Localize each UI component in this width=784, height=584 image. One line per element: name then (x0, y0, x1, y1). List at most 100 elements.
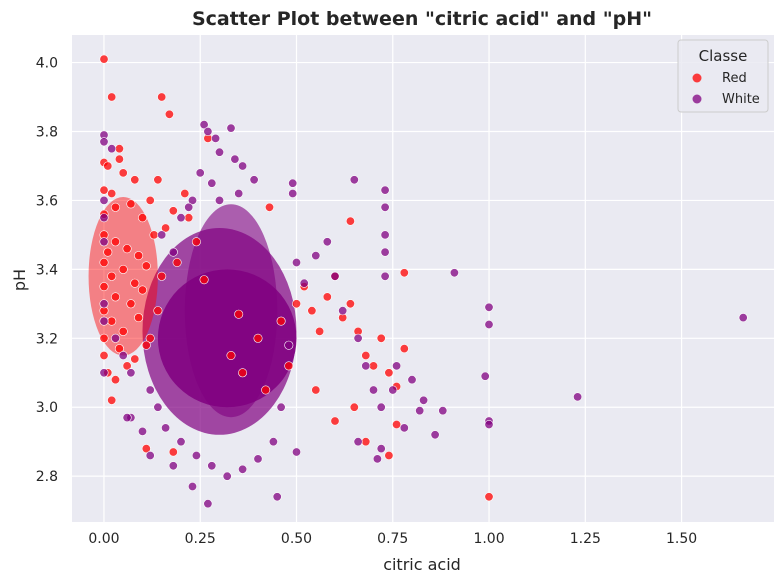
point-red (153, 175, 163, 185)
legend: Classe Red White (677, 39, 769, 113)
point-white (191, 450, 201, 460)
legend-title: Classe (699, 47, 748, 65)
point-red (99, 350, 109, 360)
y-tick-label: 3.2 (36, 331, 58, 347)
point-red (126, 199, 136, 209)
point-red (184, 213, 194, 223)
point-white (407, 375, 417, 385)
point-white (268, 437, 278, 447)
point-red (261, 385, 271, 395)
point-red (161, 223, 171, 233)
point-white (176, 213, 186, 223)
point-red (253, 333, 263, 343)
point-white (107, 144, 117, 154)
point-red (99, 54, 109, 64)
point-red (191, 237, 201, 247)
point-white (157, 230, 167, 240)
point-red (284, 361, 294, 371)
point-white (238, 161, 248, 171)
point-white (288, 178, 298, 188)
point-white (215, 147, 225, 157)
point-red (345, 216, 355, 226)
point-white (207, 461, 217, 471)
point-white (188, 481, 198, 491)
dense-point-cloud (88, 196, 297, 435)
point-white (99, 213, 109, 223)
point-red (103, 161, 113, 171)
point-white (118, 350, 128, 360)
point-white (138, 426, 148, 436)
point-red (141, 444, 151, 454)
point-red (130, 175, 140, 185)
point-red (291, 299, 301, 309)
point-white (176, 437, 186, 447)
point-red (126, 299, 136, 309)
point-red (103, 247, 113, 257)
point-red (164, 109, 174, 119)
point-white (284, 340, 294, 350)
point-white (230, 154, 240, 164)
point-red (118, 326, 128, 336)
point-red (276, 316, 286, 326)
y-tick-label: 3.4 (36, 262, 58, 278)
point-white (376, 402, 386, 412)
point-white (111, 333, 121, 343)
point-white (99, 237, 109, 247)
point-white (99, 368, 109, 378)
grid (72, 35, 774, 522)
legend-marker-red (692, 73, 702, 83)
point-white (161, 423, 171, 433)
point-red (330, 416, 340, 426)
point-red (141, 340, 151, 350)
point-white (484, 319, 494, 329)
point-white (195, 168, 205, 178)
x-tick-label: 1.00 (473, 531, 504, 547)
point-red (399, 268, 409, 278)
point-white (484, 419, 494, 429)
x-axis-label: citric acid (383, 555, 461, 574)
point-white (234, 189, 244, 199)
point-red (134, 251, 144, 261)
point-white (253, 454, 263, 464)
point-white (484, 302, 494, 312)
point-white (380, 185, 390, 195)
point-white (380, 271, 390, 281)
point-white (291, 447, 301, 457)
point-white (430, 430, 440, 440)
point-white (184, 202, 194, 212)
point-red (149, 230, 159, 240)
point-white (99, 137, 109, 147)
point-white (361, 361, 371, 371)
point-white (291, 257, 301, 267)
point-white (153, 402, 163, 412)
point-red (99, 257, 109, 267)
point-red (361, 350, 371, 360)
point-white (288, 189, 298, 199)
point-red (199, 275, 209, 285)
x-tick-label: 1.50 (666, 531, 697, 547)
point-white (480, 371, 490, 381)
point-white (211, 133, 221, 143)
point-red (168, 447, 178, 457)
point-white (122, 413, 132, 423)
y-tick-label: 3.8 (36, 125, 58, 141)
point-red (153, 306, 163, 316)
point-red (376, 333, 386, 343)
point-white (222, 471, 232, 481)
point-white (353, 333, 363, 343)
point-red (99, 282, 109, 292)
point-red (107, 395, 117, 405)
point-red (384, 368, 394, 378)
y-tick-label: 3.0 (36, 400, 58, 416)
point-white (226, 123, 236, 133)
y-tick-label: 2.8 (36, 469, 58, 485)
point-white (419, 395, 429, 405)
point-white (99, 316, 109, 326)
point-red (111, 292, 121, 302)
point-white (145, 385, 155, 395)
point-red (238, 368, 248, 378)
point-red (114, 144, 124, 154)
point-red (234, 309, 244, 319)
point-white (380, 202, 390, 212)
point-red (307, 306, 317, 316)
